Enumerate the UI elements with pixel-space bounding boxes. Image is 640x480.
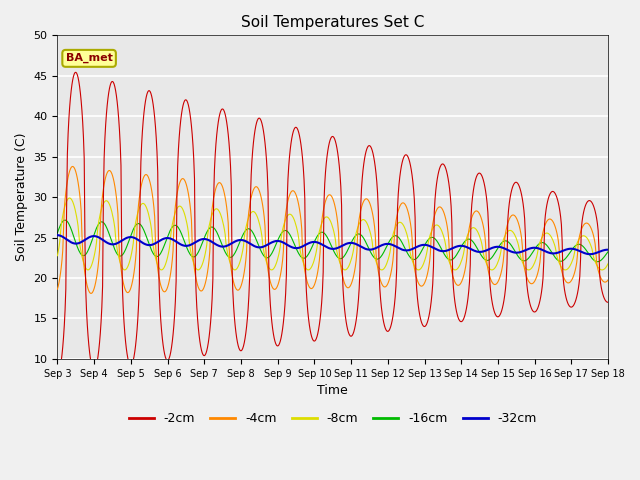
Legend: -2cm, -4cm, -8cm, -16cm, -32cm: -2cm, -4cm, -8cm, -16cm, -32cm <box>124 407 542 430</box>
Text: BA_met: BA_met <box>66 53 113 63</box>
X-axis label: Time: Time <box>317 384 348 397</box>
Title: Soil Temperatures Set C: Soil Temperatures Set C <box>241 15 424 30</box>
Y-axis label: Soil Temperature (C): Soil Temperature (C) <box>15 133 28 262</box>
